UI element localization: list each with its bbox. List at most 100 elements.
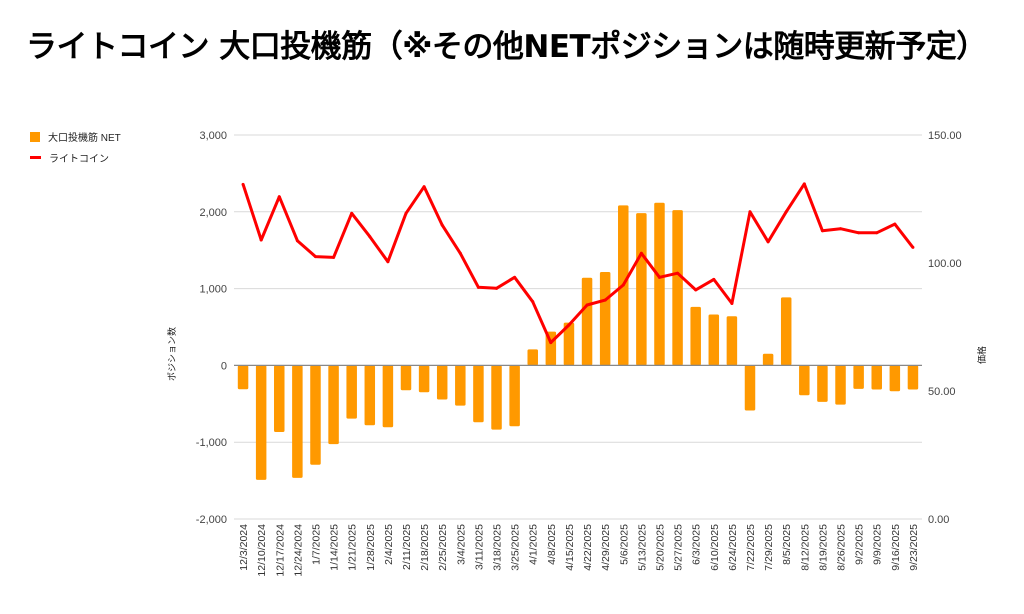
bar[interactable] <box>563 322 575 366</box>
price-point[interactable] <box>585 303 589 307</box>
bar[interactable] <box>581 277 593 366</box>
bar[interactable] <box>817 365 828 402</box>
price-point[interactable] <box>259 238 263 242</box>
price-point[interactable] <box>639 251 643 255</box>
price-point[interactable] <box>295 239 299 243</box>
bar[interactable] <box>907 365 919 390</box>
bar[interactable] <box>400 365 412 391</box>
x-tick-label: 9/16/2025 <box>890 524 902 571</box>
bar[interactable] <box>274 365 285 432</box>
legend-label-net: 大口投機筋 NET <box>48 133 121 144</box>
price-point[interactable] <box>368 235 372 239</box>
bar[interactable] <box>292 365 303 478</box>
y-right-tick-label: 50.00 <box>928 386 956 398</box>
price-point[interactable] <box>784 210 788 214</box>
x-tick-label: 3/4/2025 <box>455 524 467 565</box>
bar[interactable] <box>455 365 466 406</box>
price-point[interactable] <box>567 323 571 327</box>
bar[interactable] <box>382 365 394 428</box>
price-line[interactable] <box>241 182 915 345</box>
price-point[interactable] <box>495 286 499 290</box>
bar[interactable] <box>364 365 376 426</box>
bar[interactable] <box>473 365 484 423</box>
price-point[interactable] <box>241 182 245 186</box>
bar[interactable] <box>690 306 701 366</box>
bar[interactable] <box>835 365 846 405</box>
left-axis-label: ポジション数 <box>166 327 178 381</box>
x-tick-label: 7/29/2025 <box>763 524 775 571</box>
chart-title: ライトコイン 大口投機筋（※その他NETポジションは随時更新予定） <box>26 29 987 65</box>
price-point[interactable] <box>911 245 915 249</box>
bar[interactable] <box>527 349 538 366</box>
x-tick-label: 4/22/2025 <box>582 524 594 571</box>
x-tick-label: 1/28/2025 <box>365 524 377 571</box>
right-axis-label: 価格 <box>976 346 988 364</box>
bar[interactable] <box>744 365 756 411</box>
x-tick-label: 2/25/2025 <box>437 524 449 571</box>
bar[interactable] <box>346 365 357 419</box>
price-point[interactable] <box>313 255 317 259</box>
x-tick-label: 4/8/2025 <box>546 524 558 565</box>
price-point[interactable] <box>676 271 680 275</box>
bar[interactable] <box>599 272 611 366</box>
price-point[interactable] <box>458 251 462 255</box>
price-point[interactable] <box>277 195 281 199</box>
price-point[interactable] <box>332 255 336 259</box>
bar[interactable] <box>780 297 792 366</box>
price-point[interactable] <box>549 341 553 345</box>
bar[interactable] <box>418 365 430 393</box>
bar[interactable] <box>491 365 502 430</box>
x-tick-label: 6/3/2025 <box>691 524 703 565</box>
x-tick-label: 1/21/2025 <box>347 524 359 571</box>
price-point[interactable] <box>730 301 734 305</box>
price-point[interactable] <box>621 283 625 287</box>
price-point[interactable] <box>657 275 661 279</box>
bar[interactable] <box>871 365 882 390</box>
x-tick-label: 8/26/2025 <box>836 524 848 571</box>
price-point[interactable] <box>513 275 517 279</box>
y-right-tick-label: 0.00 <box>928 514 949 526</box>
price-point[interactable] <box>531 300 535 304</box>
price-point[interactable] <box>766 240 770 244</box>
price-point[interactable] <box>422 185 426 189</box>
x-tick-label: 8/19/2025 <box>817 524 829 571</box>
bar[interactable] <box>636 213 647 366</box>
price-point[interactable] <box>712 277 716 281</box>
price-point[interactable] <box>820 229 824 233</box>
y-left-tick-label: -1,000 <box>196 437 227 449</box>
price-point[interactable] <box>694 288 698 292</box>
price-point[interactable] <box>476 285 480 289</box>
price-point[interactable] <box>802 182 806 186</box>
legend-item-price[interactable]: ライトコイン <box>30 147 121 168</box>
bar[interactable] <box>310 365 321 465</box>
bar[interactable] <box>889 365 901 392</box>
bar[interactable] <box>328 365 339 445</box>
bar[interactable] <box>853 365 864 389</box>
price-point[interactable] <box>893 222 897 226</box>
y-left-tick-label: 3,000 <box>199 130 227 142</box>
bar[interactable] <box>436 365 448 400</box>
price-point[interactable] <box>440 223 444 227</box>
x-tick-label: 9/9/2025 <box>872 524 884 565</box>
x-tick-label: 5/6/2025 <box>618 524 630 565</box>
price-point[interactable] <box>404 211 408 215</box>
price-point[interactable] <box>857 231 861 235</box>
price-point[interactable] <box>386 260 390 264</box>
bar[interactable] <box>237 365 249 390</box>
bar[interactable] <box>708 314 720 366</box>
bar[interactable] <box>799 365 810 396</box>
bar[interactable] <box>509 365 520 427</box>
price-point[interactable] <box>748 210 752 214</box>
bar[interactable] <box>255 365 267 480</box>
legend-item-net[interactable]: 大口投機筋 NET <box>30 126 121 147</box>
price-point[interactable] <box>603 298 607 302</box>
legend: 大口投機筋 NET ライトコイン <box>30 126 121 168</box>
bar[interactable] <box>726 316 738 366</box>
x-tick-label: 12/3/2024 <box>238 524 250 571</box>
bar[interactable] <box>762 353 774 366</box>
bar[interactable] <box>654 202 665 366</box>
price-point[interactable] <box>839 227 843 231</box>
bar[interactable] <box>672 210 683 366</box>
price-point[interactable] <box>350 211 354 215</box>
price-point[interactable] <box>875 231 879 235</box>
